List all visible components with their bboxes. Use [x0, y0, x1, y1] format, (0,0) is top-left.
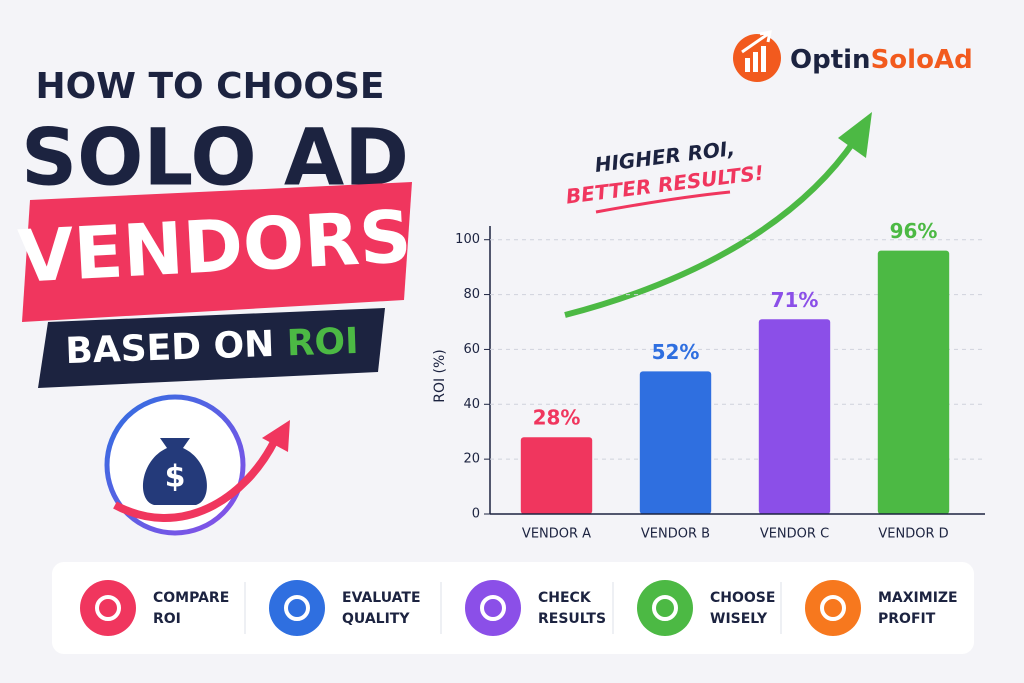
y-axis-label: ROI (%) [432, 349, 448, 403]
headline-banner [22, 182, 412, 322]
x-tick-label: VENDOR B [641, 527, 710, 542]
step-label: WISELY [710, 611, 768, 627]
logo-part: Optin [790, 45, 871, 75]
y-tick-label: 20 [463, 452, 480, 467]
headline-line: BASED ON ROI [65, 321, 359, 372]
logo: OptinSoloAd [733, 30, 973, 82]
step-icon [269, 580, 325, 636]
logo-arrow [741, 30, 772, 54]
dollar-sign: $ [165, 460, 186, 495]
bar [639, 371, 712, 514]
step-label: EVALUATE [342, 590, 421, 606]
bag [143, 438, 207, 505]
value-label: 28% [533, 406, 581, 430]
bar-chart: ROI (%) 0 20 40 60 80 100 VENDOR A 28% VENDOR B 5… [432, 219, 985, 542]
x-tick-label: VENDOR A [522, 527, 591, 542]
trend-arrow-head [838, 112, 872, 158]
step-glyph [480, 595, 506, 621]
steps: COMPARE ROI EVALUATE QUALITY CHECK RESULTS CHO… [80, 580, 958, 636]
headline-part: ROI [286, 321, 359, 364]
logo-bar [761, 46, 766, 72]
headline-banner [38, 308, 385, 388]
step-glyph [95, 595, 121, 621]
step-label: COMPARE [153, 590, 229, 606]
money-bag-illustration: $ [104, 394, 290, 536]
step-label: RESULTS [538, 611, 606, 627]
step-label: MAXIMIZE [878, 590, 958, 606]
logo-bar [753, 52, 758, 72]
step-icon [465, 580, 521, 636]
step-label: CHOOSE [710, 590, 775, 606]
y-tick-label: 0 [472, 507, 480, 522]
logo-text: OptinSoloAd [790, 45, 973, 75]
step-glyph [820, 595, 846, 621]
value-label: 52% [652, 340, 700, 364]
bar [877, 250, 950, 514]
headline-line: VENDORS [16, 194, 413, 298]
y-tick-label: 60 [463, 342, 480, 357]
step-label: PROFIT [878, 611, 936, 627]
bar [758, 319, 831, 514]
step-glyph [284, 595, 310, 621]
step-icon [805, 580, 861, 636]
headline-part: BASED ON [65, 324, 275, 372]
x-tick-label: VENDOR D [878, 527, 948, 542]
headline-line: HOW TO CHOOSE [36, 66, 385, 107]
swoosh [113, 438, 279, 523]
bar [520, 437, 593, 514]
trend-arrow [564, 138, 858, 318]
step-label: QUALITY [342, 611, 410, 627]
value-label: 96% [890, 219, 938, 243]
swoosh-head [262, 420, 290, 452]
logo-part: SoloAd [871, 45, 973, 75]
logo-bar [745, 58, 750, 72]
underline [595, 190, 731, 214]
step-icon [637, 580, 693, 636]
y-tick-label: 40 [463, 397, 480, 412]
value-label: 71% [771, 288, 819, 312]
y-tick-label: 80 [463, 287, 480, 302]
step-glyph [652, 595, 678, 621]
step-label: CHECK [538, 590, 592, 606]
step-label: ROI [153, 611, 181, 627]
x-tick-label: VENDOR C [760, 527, 829, 542]
y-tick-label: 100 [455, 232, 480, 247]
step-icon [80, 580, 136, 636]
